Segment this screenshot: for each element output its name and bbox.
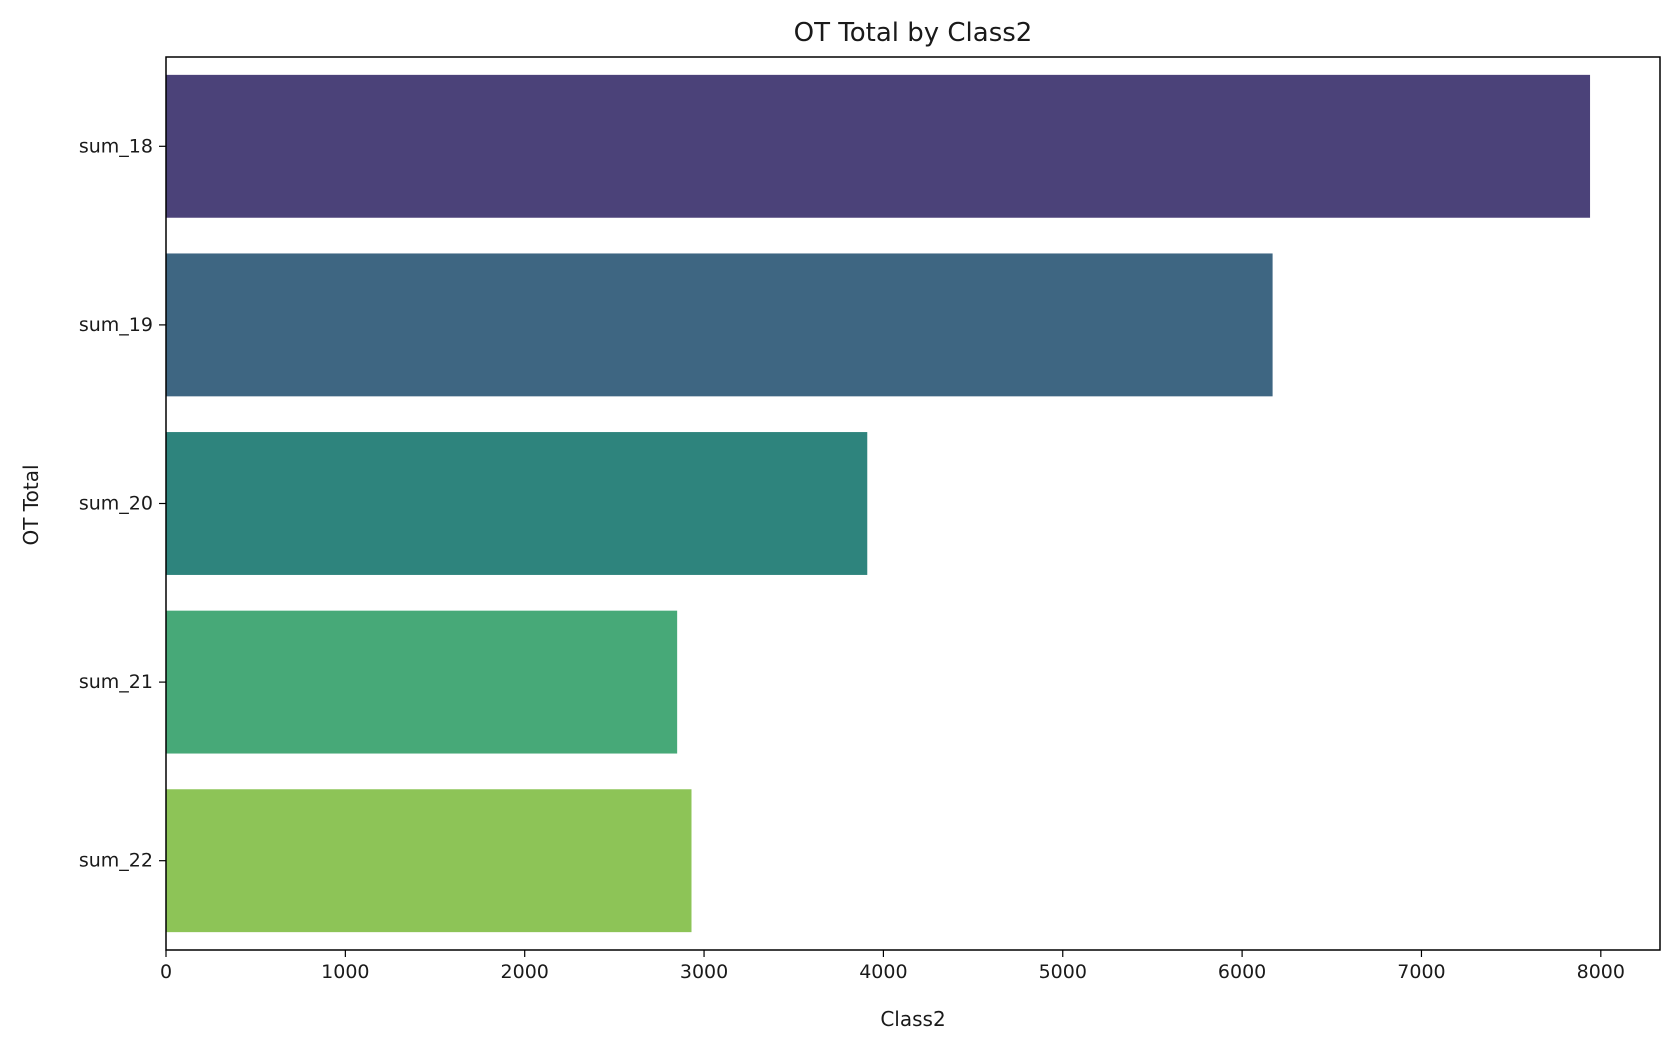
bar-sum-18 — [166, 74, 1591, 218]
y-axis-label: OT Total — [19, 464, 43, 545]
x-ticks: 0 1000 2000 3000 4000 5000 6000 7000 8000 — [160, 950, 1625, 983]
chart-title: OT Total by Class2 — [794, 18, 1033, 48]
bar-sum-19 — [166, 253, 1273, 397]
x-tick-label: 6000 — [1218, 961, 1266, 983]
y-tick-label: sum_18 — [79, 135, 153, 157]
bar-sum-21 — [166, 610, 678, 754]
y-tick-label: sum_22 — [79, 850, 153, 872]
x-tick-label: 5000 — [1039, 961, 1087, 983]
bar-sum-20 — [166, 432, 868, 575]
y-ticks: sum_18 sum_19 sum_20 sum_21 sum_22 — [79, 135, 166, 872]
x-tick-label: 7000 — [1397, 961, 1445, 983]
plot-frame — [165, 56, 1661, 951]
x-axis-label: Class2 — [880, 1007, 945, 1031]
bar-sum-22 — [166, 789, 692, 933]
x-tick-label: 1000 — [321, 961, 369, 983]
bars-layer — [166, 74, 1591, 933]
x-tick-label: 2000 — [501, 961, 549, 983]
x-tick-label: 0 — [160, 961, 172, 983]
y-tick-label: sum_19 — [79, 314, 153, 336]
x-tick-label: 8000 — [1577, 961, 1625, 983]
y-tick-label: sum_21 — [79, 671, 153, 693]
x-tick-label: 4000 — [859, 961, 907, 983]
x-tick-label: 3000 — [680, 961, 728, 983]
y-tick-label: sum_20 — [79, 493, 153, 515]
